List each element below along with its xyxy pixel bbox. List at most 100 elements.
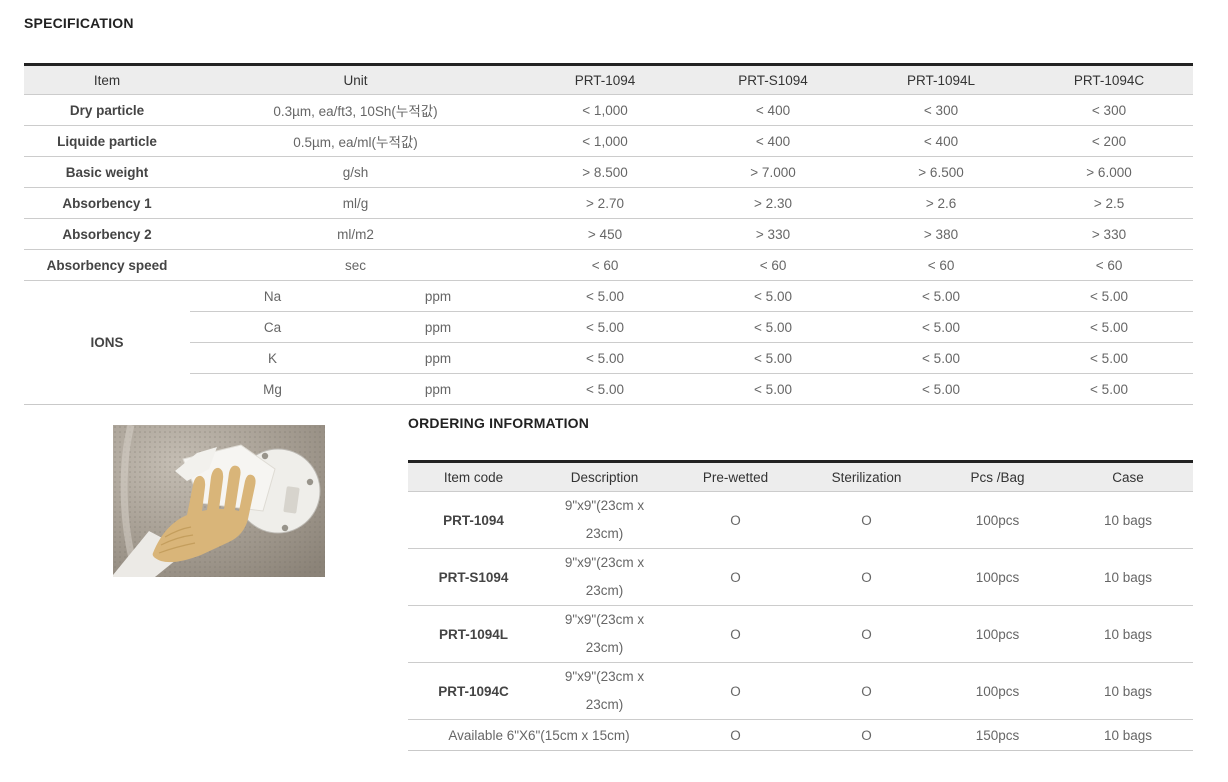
spec-unit: sec: [190, 249, 522, 281]
order-col-case: Case: [1063, 461, 1193, 492]
ion-unit: ppm: [355, 342, 522, 374]
product-photo: [113, 425, 325, 577]
screw: [261, 452, 269, 460]
ordering-information-title: ORDERING INFORMATION: [408, 415, 590, 431]
order-sterilization: O: [801, 719, 932, 751]
spec-value: < 5.00: [689, 311, 858, 343]
spec-value: < 5.00: [521, 342, 690, 374]
spec-value: > 6.500: [857, 156, 1026, 188]
spec-value: < 5.00: [857, 280, 1026, 312]
spec-value: < 5.00: [1025, 280, 1194, 312]
spec-value: > 2.70: [521, 187, 690, 219]
order-sterilization: O: [801, 662, 932, 720]
order-description: 9"x9"(23cm x 23cm): [539, 491, 670, 549]
spec-header-row: Item Unit PRT-1094 PRT-S1094 PRT-1094L P…: [24, 64, 1194, 95]
spec-unit: g/sh: [190, 156, 522, 188]
spec-item-label: Dry particle: [24, 94, 190, 126]
spec-item-label: Absorbency speed: [24, 249, 190, 281]
order-pcs-bag: 150pcs: [932, 719, 1063, 751]
spec-row-ion-k: K ppm < 5.00 < 5.00 < 5.00 < 5.00: [24, 342, 1194, 374]
order-case: 10 bags: [1063, 605, 1193, 663]
order-pre-wetted: O: [670, 491, 801, 549]
spec-value: > 330: [1025, 218, 1194, 250]
spec-value: < 1,000: [521, 125, 690, 157]
order-case: 10 bags: [1063, 548, 1193, 606]
order-sterilization: O: [801, 548, 932, 606]
spec-value: < 5.00: [857, 342, 1026, 374]
order-available-label: Available 6"X6"(15cm x 15cm): [408, 719, 670, 751]
spec-col-prt-1094c: PRT-1094C: [1025, 64, 1194, 95]
order-pcs-bag: 100pcs: [932, 491, 1063, 549]
order-pcs-bag: 100pcs: [932, 605, 1063, 663]
spec-col-item: Item: [24, 64, 190, 95]
spec-value: > 6.000: [1025, 156, 1194, 188]
order-case: 10 bags: [1063, 719, 1193, 751]
spec-value: < 5.00: [1025, 342, 1194, 374]
order-pcs-bag: 100pcs: [932, 548, 1063, 606]
spec-row-ion-mg: Mg ppm < 5.00 < 5.00 < 5.00 < 5.00: [24, 373, 1194, 405]
spec-value: > 7.000: [689, 156, 858, 188]
spec-value: > 8.500: [521, 156, 690, 188]
spec-value: < 60: [689, 249, 858, 281]
spec-value: < 60: [521, 249, 690, 281]
order-pre-wetted: O: [670, 719, 801, 751]
spec-value: < 300: [1025, 94, 1194, 126]
spec-value: < 300: [857, 94, 1026, 126]
spec-row-ion-ca: Ca ppm < 5.00 < 5.00 < 5.00 < 5.00: [24, 311, 1194, 343]
spec-unit: 0.3µm, ea/ft3, 10Sh(누적값): [190, 94, 522, 126]
ion-unit: ppm: [355, 280, 522, 312]
spec-value: > 380: [857, 218, 1026, 250]
order-sterilization: O: [801, 491, 932, 549]
spec-row-liquide-particle: Liquide particle 0.5µm, ea/ml(누적값) < 1,0…: [24, 125, 1194, 157]
spec-ions-label: IONS: [24, 280, 190, 405]
spec-value: < 5.00: [857, 373, 1026, 405]
spec-unit: 0.5µm, ea/ml(누적값): [190, 125, 522, 157]
spec-unit: ml/g: [190, 187, 522, 219]
screw: [281, 524, 289, 532]
order-row-prt-1094c: PRT-1094C 9"x9"(23cm x 23cm) O O 100pcs …: [408, 662, 1193, 720]
ion-name: Na: [190, 280, 355, 312]
wipe-fold: [175, 447, 217, 481]
spec-value: < 5.00: [521, 311, 690, 343]
ordering-header-row: Item code Description Pre-wetted Sterili…: [408, 461, 1193, 492]
spec-value: < 1,000: [521, 94, 690, 126]
specification-title: SPECIFICATION: [24, 15, 134, 31]
order-description: 9"x9"(23cm x 23cm): [539, 605, 670, 663]
spec-value: < 400: [857, 125, 1026, 157]
order-pcs-bag: 100pcs: [932, 662, 1063, 720]
spec-item-label: Absorbency 2: [24, 218, 190, 250]
order-description: 9"x9"(23cm x 23cm): [539, 548, 670, 606]
spec-value: < 5.00: [521, 373, 690, 405]
order-item-code: PRT-1094C: [408, 662, 539, 720]
spec-col-unit: Unit: [190, 64, 522, 95]
order-item-code: PRT-1094L: [408, 605, 539, 663]
spec-value: < 200: [1025, 125, 1194, 157]
spec-row-dry-particle: Dry particle 0.3µm, ea/ft3, 10Sh(누적값) < …: [24, 94, 1194, 126]
spec-item-label: Liquide particle: [24, 125, 190, 157]
spec-value: < 60: [1025, 249, 1194, 281]
spec-row-absorbency-2: Absorbency 2 ml/m2 > 450 > 330 > 380 > 3…: [24, 218, 1194, 250]
ion-unit: ppm: [355, 373, 522, 405]
ion-name: Mg: [190, 373, 355, 405]
spec-col-prt-1094: PRT-1094: [521, 64, 690, 95]
order-description: 9"x9"(23cm x 23cm): [539, 662, 670, 720]
order-col-item-code: Item code: [408, 461, 539, 492]
spec-col-prt-s1094: PRT-S1094: [689, 64, 858, 95]
spec-row-absorbency-speed: Absorbency speed sec < 60 < 60 < 60 < 60: [24, 249, 1194, 281]
spec-value: < 5.00: [689, 373, 858, 405]
spec-value: > 2.6: [857, 187, 1026, 219]
order-pre-wetted: O: [670, 548, 801, 606]
ion-name: K: [190, 342, 355, 374]
spec-col-prt-1094l: PRT-1094L: [857, 64, 1026, 95]
spec-item-label: Basic weight: [24, 156, 190, 188]
order-case: 10 bags: [1063, 491, 1193, 549]
order-col-pre-wetted: Pre-wetted: [670, 461, 801, 492]
spec-value: < 5.00: [521, 280, 690, 312]
spec-value: < 400: [689, 125, 858, 157]
order-sterilization: O: [801, 605, 932, 663]
spec-row-ion-na: IONS Na ppm < 5.00 < 5.00 < 5.00 < 5.00: [24, 280, 1194, 405]
spec-row-basic-weight: Basic weight g/sh > 8.500 > 7.000 > 6.50…: [24, 156, 1194, 188]
spec-item-label: Absorbency 1: [24, 187, 190, 219]
spec-value: < 60: [857, 249, 1026, 281]
order-pre-wetted: O: [670, 662, 801, 720]
